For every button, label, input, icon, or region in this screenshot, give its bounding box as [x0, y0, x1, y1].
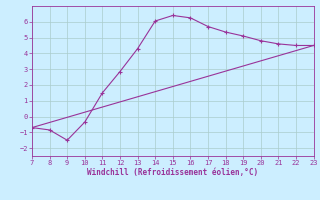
X-axis label: Windchill (Refroidissement éolien,°C): Windchill (Refroidissement éolien,°C)	[87, 168, 258, 177]
